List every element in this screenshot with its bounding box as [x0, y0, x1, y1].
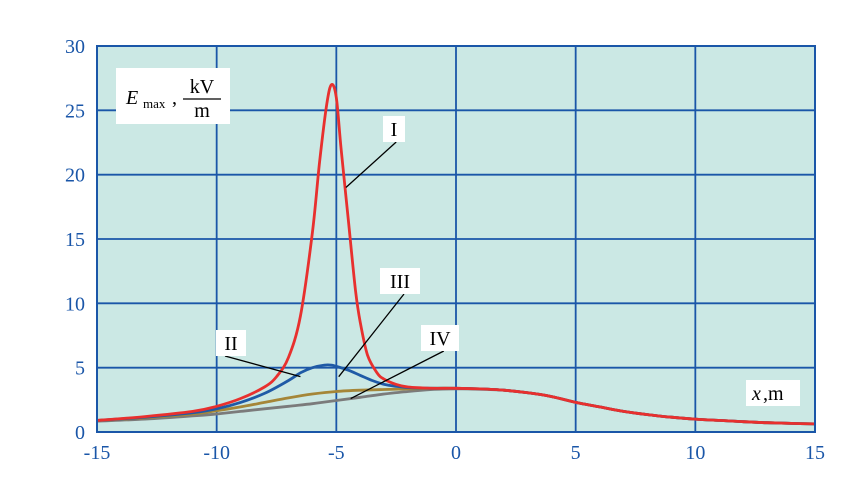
leader-III — [338, 293, 405, 378]
plot-frame — [96, 45, 816, 433]
xlabel-unit: ,m — [763, 383, 784, 405]
y-tick-label: 25 — [65, 100, 85, 122]
x-tick-label: -5 — [328, 442, 345, 464]
tick-labels: -15 -10 -5 0 5 10 15 0 5 10 15 20 25 30 — [65, 36, 825, 464]
series-line-I — [96, 82, 816, 426]
series-group — [96, 82, 816, 426]
annotation-box-II — [216, 330, 246, 356]
y-tick-label: 15 — [65, 229, 85, 251]
annotation-box-I — [383, 116, 405, 142]
x-tick-label: -15 — [84, 442, 111, 464]
annotation-label-II: II — [224, 333, 237, 355]
leader-I — [345, 141, 397, 189]
annotation-label-III: III — [390, 271, 410, 293]
y-tick-label: 20 — [65, 165, 85, 187]
y-tick-label: 0 — [75, 422, 85, 444]
ylabel-den: m — [194, 100, 210, 122]
x-tick-label: 15 — [805, 442, 825, 464]
y-tick-label: 10 — [65, 293, 85, 315]
annotation-leaders — [224, 141, 445, 400]
leader-IV — [350, 350, 445, 400]
y-axis-label: E max , kV m — [116, 68, 230, 124]
x-tick-label: 0 — [451, 442, 461, 464]
ylabel-var: E — [125, 87, 138, 109]
y-tick-label: 5 — [75, 358, 85, 380]
x-tick-label: -10 — [203, 442, 230, 464]
annotation-label-I: I — [391, 119, 398, 141]
x-tick-label: 10 — [685, 442, 705, 464]
x-tick-label: 5 — [571, 442, 581, 464]
ylabel-sub: max — [143, 96, 166, 111]
annotation-label-IV: IV — [429, 328, 451, 350]
annotation-box-IV — [421, 325, 459, 351]
annotation-box-III — [380, 268, 420, 294]
x-axis-label: x ,m — [746, 380, 800, 406]
leader-II — [224, 355, 301, 378]
ylabel-comma: , — [172, 87, 177, 109]
ylabel-num: kV — [190, 76, 215, 98]
y-tick-label: 30 — [65, 36, 85, 58]
xlabel-var: x — [751, 383, 761, 405]
